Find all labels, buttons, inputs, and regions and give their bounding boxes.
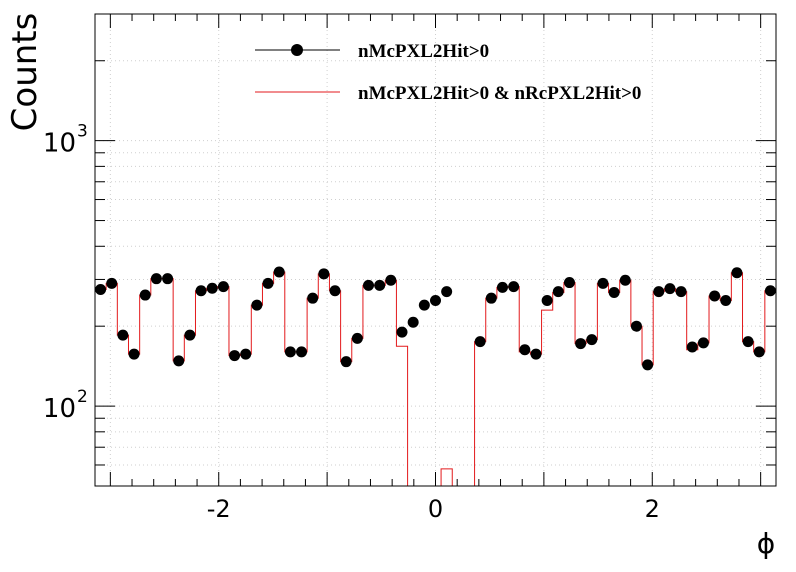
data-point xyxy=(296,346,308,358)
data-point xyxy=(608,286,620,298)
data-point xyxy=(351,332,363,344)
data-point xyxy=(150,273,162,285)
data-point xyxy=(273,266,285,278)
data-point xyxy=(407,316,419,328)
data-point xyxy=(630,320,642,332)
data-point xyxy=(586,334,598,346)
data-point xyxy=(173,355,185,367)
x-tick-label: -2 xyxy=(207,495,231,523)
data-point xyxy=(374,279,386,291)
data-point xyxy=(530,348,542,360)
x-tick-labels: -2 0 2 xyxy=(207,495,660,523)
data-point xyxy=(675,286,687,298)
y-tick-label-exponent: 2 xyxy=(77,387,88,407)
axis-ticks xyxy=(95,13,776,487)
data-point xyxy=(575,338,587,350)
data-point xyxy=(441,286,453,298)
x-axis-label: ϕ xyxy=(757,527,775,560)
data-point xyxy=(195,285,207,297)
data-point xyxy=(642,359,654,371)
y-tick-label-base: 10 xyxy=(43,394,76,424)
data-point xyxy=(541,294,553,306)
data-point xyxy=(697,337,709,349)
data-point xyxy=(139,289,151,301)
data-point xyxy=(95,283,107,295)
data-point xyxy=(318,268,330,280)
data-point xyxy=(363,279,375,291)
data-point xyxy=(731,267,743,279)
data-point xyxy=(709,290,721,302)
data-point xyxy=(720,294,732,306)
data-point xyxy=(396,326,408,338)
legend: nMcPXL2Hit>0 nMcPXL2Hit>0 & nRcPXL2Hit>0 xyxy=(255,41,641,104)
data-point xyxy=(240,348,252,360)
legend-label-series-1: nMcPXL2Hit>0 xyxy=(358,41,489,62)
data-point xyxy=(106,277,118,289)
black-marker-series xyxy=(95,266,776,371)
y-tick-label-exponent: 3 xyxy=(77,122,88,142)
data-point xyxy=(686,341,698,353)
data-point xyxy=(229,350,241,362)
data-point xyxy=(552,286,564,298)
legend-marker-series-1 xyxy=(291,44,303,56)
data-point xyxy=(764,285,776,297)
data-point xyxy=(385,274,397,286)
data-point xyxy=(519,344,531,356)
data-point xyxy=(284,346,296,358)
data-point xyxy=(474,336,486,348)
y-axis-label: Counts xyxy=(5,13,45,132)
data-point xyxy=(664,283,676,295)
y-tick-label: 10 2 xyxy=(43,387,88,424)
data-point xyxy=(619,274,631,286)
data-point xyxy=(508,281,520,293)
data-point xyxy=(329,285,341,297)
data-point xyxy=(653,286,665,298)
data-point xyxy=(217,281,229,293)
data-point xyxy=(117,329,129,341)
data-point xyxy=(496,281,508,293)
data-point xyxy=(563,277,575,289)
data-point xyxy=(418,299,430,311)
data-point xyxy=(307,292,319,304)
y-tick-label-base: 10 xyxy=(43,129,76,159)
data-point xyxy=(162,273,174,285)
data-point xyxy=(753,346,765,358)
data-point xyxy=(262,277,274,289)
data-point xyxy=(206,282,218,294)
x-tick-label: 2 xyxy=(645,495,660,523)
data-point xyxy=(485,292,497,304)
x-tick-label: 0 xyxy=(428,495,443,523)
data-point xyxy=(251,299,263,311)
data-point xyxy=(184,329,196,341)
data-point xyxy=(597,277,609,289)
data-point xyxy=(128,348,140,360)
data-point xyxy=(340,356,352,368)
y-tick-label: 10 3 xyxy=(43,122,88,159)
data-point xyxy=(430,294,441,306)
legend-label-series-2: nMcPXL2Hit>0 & nRcPXL2Hit>0 xyxy=(358,83,641,104)
data-point xyxy=(742,336,754,348)
